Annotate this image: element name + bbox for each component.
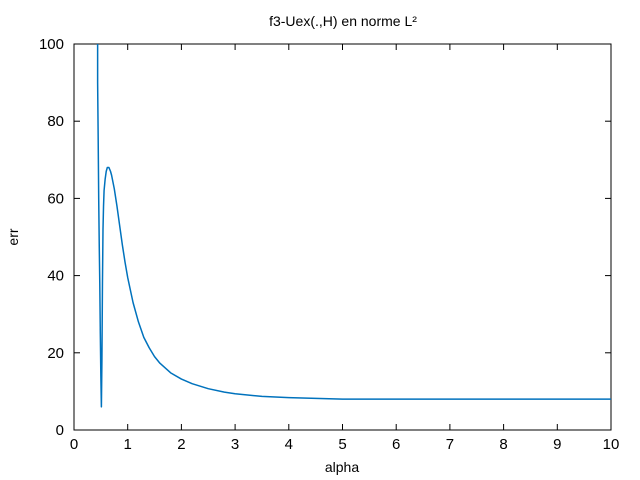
x-axis-label: alpha	[325, 459, 359, 475]
ticks	[73, 43, 612, 431]
x-tick-label: 6	[392, 436, 400, 453]
y-axis-label: err	[5, 228, 21, 245]
plot-frame	[73, 43, 612, 431]
x-tick-label: 8	[499, 436, 507, 453]
y-tick-label: 0	[56, 422, 64, 439]
x-tick-label: 10	[603, 436, 620, 453]
y-tick-label: 100	[39, 36, 64, 53]
x-tick-label: 0	[70, 436, 78, 453]
x-tick-label: 3	[231, 436, 239, 453]
x-tick-label: 5	[338, 436, 346, 453]
y-tick-label: 80	[47, 113, 64, 130]
series-line	[96, 44, 611, 408]
y-tick-label: 20	[47, 345, 64, 362]
x-tick-label: 7	[446, 436, 454, 453]
x-tick-label: 1	[124, 436, 132, 453]
chart-title: f3-Uex(.,H) en norme L²	[269, 13, 417, 29]
x-tick-label: 2	[177, 436, 185, 453]
x-tick-label: 9	[553, 436, 561, 453]
x-tick-label: 4	[285, 436, 293, 453]
y-tick-label: 60	[47, 190, 64, 207]
y-tick-label: 40	[47, 268, 64, 285]
